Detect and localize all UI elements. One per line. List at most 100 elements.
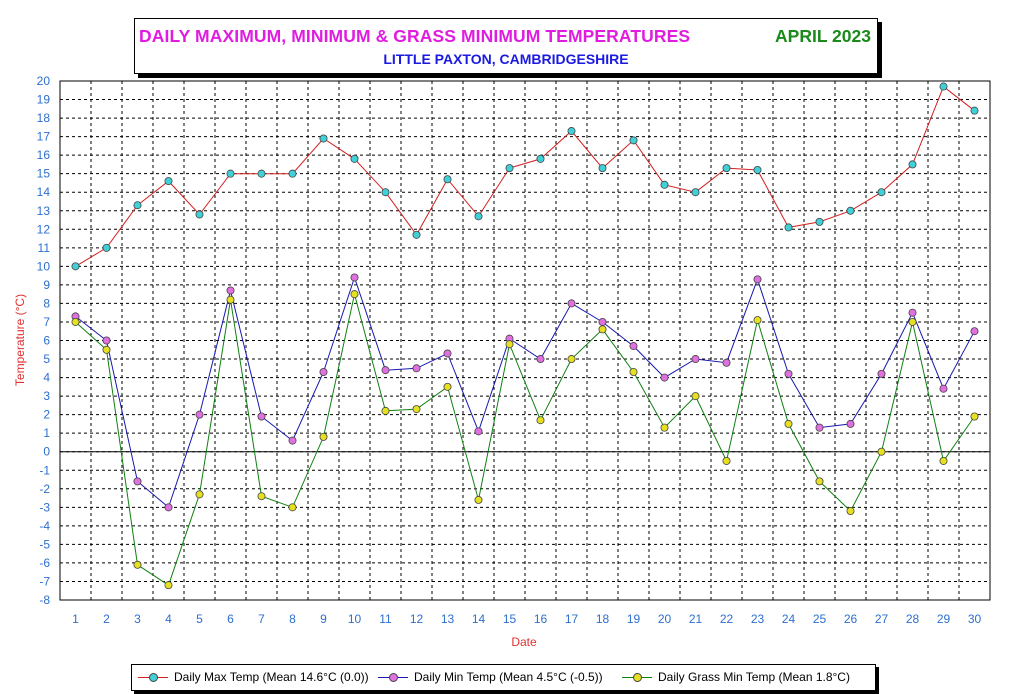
x-tick-label: 7 — [258, 612, 265, 626]
point-min-temp — [877, 369, 886, 378]
point-min-temp — [443, 349, 452, 358]
x-tick-label: 19 — [627, 612, 641, 626]
point-max-temp — [629, 136, 638, 145]
y-tick-label: -4 — [39, 519, 50, 533]
point-min-temp — [133, 477, 142, 486]
legend-label-grass: Daily Grass Min Temp (Mean 1.8°C) — [658, 670, 850, 684]
y-tick-label: 11 — [38, 241, 51, 255]
point-grass-min-temp — [567, 355, 576, 364]
x-tick-label: 8 — [289, 612, 296, 626]
point-max-temp — [691, 188, 700, 197]
point-grass-min-temp — [319, 432, 328, 441]
point-max-temp — [598, 164, 607, 173]
point-min-temp — [288, 436, 297, 445]
y-tick-label: 2 — [43, 408, 50, 422]
x-tick-label: 22 — [720, 612, 734, 626]
chart-period: APRIL 2023 — [775, 26, 871, 46]
y-tick-label: -6 — [39, 556, 50, 570]
x-tick-label: 27 — [875, 612, 889, 626]
point-min-temp — [908, 308, 917, 317]
x-tick-label: 18 — [596, 612, 610, 626]
y-tick-label: 9 — [43, 278, 50, 292]
point-min-temp — [598, 317, 607, 326]
point-grass-min-temp — [350, 290, 359, 299]
y-tick-label: 10 — [37, 259, 51, 273]
legend-label-min: Daily Min Temp (Mean 4.5°C (-0.5)) — [414, 670, 603, 684]
point-grass-min-temp — [877, 447, 886, 456]
point-min-temp — [939, 384, 948, 393]
point-max-temp — [288, 169, 297, 178]
x-tick-label: 14 — [472, 612, 486, 626]
point-grass-min-temp — [71, 317, 80, 326]
x-tick-label: 26 — [844, 612, 858, 626]
point-min-temp — [846, 419, 855, 428]
point-max-temp — [257, 169, 266, 178]
point-grass-min-temp — [226, 295, 235, 304]
point-max-temp — [164, 177, 173, 186]
point-grass-min-temp — [505, 340, 514, 349]
y-tick-label: -1 — [39, 463, 50, 477]
y-tick-label: 1 — [43, 426, 50, 440]
point-max-temp — [939, 82, 948, 91]
y-tick-label: 14 — [37, 185, 51, 199]
point-grass-min-temp — [288, 503, 297, 512]
point-grass-min-temp — [443, 382, 452, 391]
y-tick-label: 16 — [37, 148, 51, 162]
point-max-temp — [908, 160, 917, 169]
point-max-temp — [846, 206, 855, 215]
x-tick-label: 2 — [103, 612, 110, 626]
point-grass-min-temp — [908, 317, 917, 326]
point-min-temp — [784, 369, 793, 378]
point-max-temp — [319, 134, 328, 143]
point-min-temp — [474, 427, 483, 436]
y-tick-label: 18 — [37, 111, 51, 125]
legend-item-grass: Daily Grass Min Temp (Mean 1.8°C) — [622, 670, 850, 684]
point-min-temp — [319, 368, 328, 377]
point-grass-min-temp — [691, 392, 700, 401]
legend: Daily Max Temp (Mean 14.6°C (0.0)) Daily… — [131, 664, 876, 691]
point-grass-min-temp — [474, 495, 483, 504]
x-tick-label: 29 — [937, 612, 951, 626]
chart-subtitle: LITTLE PAXTON, CAMBRIDGESHIRE — [383, 51, 629, 67]
x-tick-label: 25 — [813, 612, 827, 626]
y-tick-label: 4 — [43, 371, 50, 385]
point-max-temp — [474, 212, 483, 221]
point-grass-min-temp — [970, 412, 979, 421]
x-tick-label: 17 — [565, 612, 579, 626]
point-max-temp — [71, 262, 80, 271]
y-tick-label: 19 — [37, 93, 51, 107]
x-tick-label: 16 — [534, 612, 548, 626]
x-tick-labels: 1 2 3 4 5 6 7 8 9 10 11 12 13 14 15 16 17 18 19 20 21 22 23 24 2… — [72, 612, 981, 626]
point-max-temp — [722, 164, 731, 173]
x-tick-label: 1 — [72, 612, 79, 626]
x-tick-label: 9 — [320, 612, 327, 626]
legend-symbol-max — [138, 671, 168, 683]
point-min-temp — [195, 410, 204, 419]
y-tick-label: 15 — [37, 167, 51, 181]
x-tick-label: 10 — [348, 612, 362, 626]
y-tick-label: 7 — [43, 315, 50, 329]
series-points — [71, 82, 979, 590]
point-grass-min-temp — [722, 456, 731, 465]
x-tick-label: 15 — [503, 612, 517, 626]
x-tick-label: 6 — [227, 612, 234, 626]
point-min-temp — [722, 358, 731, 367]
y-tick-label: 3 — [43, 389, 50, 403]
point-grass-min-temp — [815, 477, 824, 486]
point-min-temp — [660, 373, 669, 382]
legend-symbol-grass — [622, 671, 652, 683]
point-max-temp — [567, 127, 576, 136]
point-min-temp — [350, 273, 359, 282]
point-min-temp — [567, 299, 576, 308]
y-tick-label: -8 — [39, 593, 50, 607]
point-max-temp — [505, 164, 514, 173]
x-axis-label: Date — [511, 635, 537, 649]
point-min-temp — [164, 503, 173, 512]
point-grass-min-temp — [195, 490, 204, 499]
y-tick-label: -2 — [39, 482, 50, 496]
point-min-temp — [102, 336, 111, 345]
x-tick-label: 5 — [196, 612, 203, 626]
x-tick-label: 24 — [782, 612, 796, 626]
grid — [60, 80, 990, 601]
point-grass-min-temp — [257, 492, 266, 501]
